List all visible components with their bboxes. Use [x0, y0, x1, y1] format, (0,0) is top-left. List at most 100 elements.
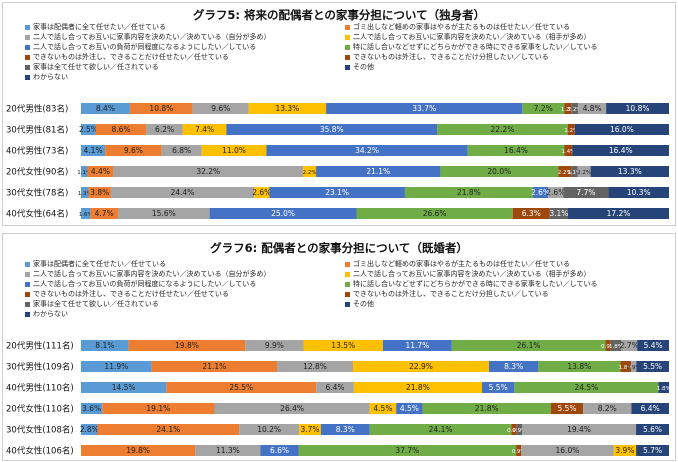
- legend-swatch: [25, 281, 30, 287]
- data-label: 12.8%: [303, 362, 327, 371]
- legend-item: 二人で話し合ってお互いに家事内容を決めたい／決めている（相手が多め）: [345, 33, 590, 41]
- bar-segment: [195, 445, 261, 456]
- data-label: 3.7%: [300, 425, 319, 434]
- data-label: 13.3%: [618, 167, 642, 176]
- data-label: 19.8%: [175, 341, 199, 350]
- legend-item: 二人で話し合ってお互いに家事内容を決めたい／決めている（自分が多め）: [25, 270, 270, 278]
- legend-label: 二人で話し合ってお互いの負荷が同程度になるようにしたい／している: [33, 280, 257, 288]
- bar-segment: [151, 361, 277, 372]
- data-label: 0.9%: [627, 365, 641, 371]
- bar-segment: [166, 382, 317, 393]
- legend-item: 家事は配偶者に全て任せたい／任せている: [25, 260, 166, 268]
- data-label: 1.3%: [78, 191, 92, 197]
- bar-segment: [316, 382, 354, 393]
- data-label: 2.7%: [620, 341, 639, 350]
- legend-item: 二人で話し合ってお互いに家事内容を決めたい／決めている（相手が多め）: [345, 270, 590, 278]
- bar-segment: [440, 166, 559, 177]
- data-label: 21.1%: [202, 362, 226, 371]
- legend-swatch: [345, 261, 350, 267]
- legend-swatch: [25, 261, 30, 267]
- data-label: 4.8%: [583, 104, 602, 113]
- data-label: 3.8%: [90, 188, 109, 197]
- data-label: 23.1%: [325, 188, 349, 197]
- bar-segment: [81, 340, 129, 351]
- legend-item: その他: [345, 63, 374, 71]
- bar-segment: [81, 103, 130, 114]
- data-label: 3.9%: [615, 446, 634, 455]
- data-label: 13.5%: [331, 341, 355, 350]
- category-label: 20代男性(83名): [6, 104, 68, 115]
- legend-label: わからない: [33, 73, 68, 81]
- chart-panel-graph5: グラフ5: 将来の配偶者との家事分担について（独身者） 家事は配偶者に全て任せた…: [2, 2, 676, 226]
- bar-segment: [192, 103, 249, 114]
- chart-title-graph5: グラフ5: 将来の配偶者との家事分担について（独身者）: [192, 8, 486, 22]
- bar-segment: [299, 424, 321, 435]
- bar-segment: [81, 208, 91, 219]
- legend-swatch: [25, 54, 30, 60]
- bar-segment: [630, 361, 637, 372]
- legend-swatch: [345, 281, 350, 287]
- legend-item: 特に話し合いなどせずにどちらかができる時にできる家事をしたい／している: [345, 43, 598, 51]
- bar-segment: [583, 403, 632, 414]
- legend-swatch: [25, 301, 30, 307]
- bar-segment: [298, 445, 517, 456]
- bar-segment: [81, 124, 96, 135]
- legend-swatch: [345, 34, 350, 40]
- bar-segment: [620, 361, 631, 372]
- bar-segment: [467, 145, 565, 156]
- bar-segment: [382, 340, 452, 351]
- data-label: 10.3%: [627, 188, 651, 197]
- category-label: 30代女性(108名): [6, 425, 74, 436]
- legend-swatch: [25, 311, 30, 317]
- legend-label: 特に話し合いなどせずにどちらかができる時にできる家事をしたい／している: [353, 280, 598, 288]
- data-label: 24.1%: [429, 425, 453, 434]
- legend-item: その他: [345, 300, 374, 308]
- data-label: 9.9%: [265, 341, 284, 350]
- data-label: 22.9%: [409, 362, 433, 371]
- data-label: 8.2%: [598, 404, 617, 413]
- data-label: 13.8%: [567, 362, 591, 371]
- legend-item: できないものは外注し、できることだけ分担したい／している: [345, 290, 549, 298]
- bar-segment: [161, 145, 202, 156]
- data-label: 2.6%: [252, 188, 271, 197]
- bar-segment: [95, 124, 147, 135]
- category-label: 40代男性(110名): [6, 383, 74, 394]
- data-label: 25.5%: [229, 383, 253, 392]
- bar-segment: [245, 340, 304, 351]
- legend-item: できないものは外注し、できることだけ任せたい／任せている: [25, 290, 229, 298]
- category-label: 40代女性(64名): [6, 209, 68, 220]
- bar-segment: [522, 103, 565, 114]
- bar-segment: [636, 424, 669, 435]
- bar-segment: [489, 361, 539, 372]
- data-label: 8.3%: [504, 362, 523, 371]
- data-label: 16.4%: [504, 146, 528, 155]
- data-label: 34.2%: [355, 146, 379, 155]
- bar-segment: [369, 403, 397, 414]
- bar-segment: [316, 166, 441, 177]
- bar-segment: [563, 187, 609, 198]
- legend-label: 家事は配偶者に全て任せたい／任せている: [33, 23, 166, 31]
- data-label: 8.1%: [95, 341, 114, 350]
- data-label: 24.1%: [156, 425, 180, 434]
- data-label: 5.5%: [557, 404, 576, 413]
- data-label: 21.8%: [457, 188, 481, 197]
- data-label: 9.6%: [124, 146, 143, 155]
- data-label: 2.2%: [558, 170, 572, 176]
- data-label: 11.0%: [222, 146, 246, 155]
- data-label: 14.5%: [112, 383, 136, 392]
- data-label: 9.6%: [211, 104, 230, 113]
- legend-swatch: [345, 291, 350, 297]
- data-label: 21.1%: [366, 167, 390, 176]
- bar-segment: [511, 424, 517, 435]
- bar-segment: [214, 403, 370, 414]
- bar-segment: [482, 382, 515, 393]
- bar-segment: [353, 361, 490, 372]
- data-label: 2.2%: [577, 170, 591, 176]
- legend-label: 家事は全て任せて欲しい／任されている: [33, 300, 159, 308]
- bar-segment: [105, 145, 162, 156]
- legend-label: 二人で話し合ってお互いに家事内容を決めたい／決めている（自分が多め）: [33, 33, 271, 41]
- bar-segment: [522, 424, 637, 435]
- data-label: 6.4%: [325, 383, 344, 392]
- legend-item: 家事は全て任せて欲しい／任されている: [25, 63, 159, 71]
- legend-swatch: [25, 271, 30, 277]
